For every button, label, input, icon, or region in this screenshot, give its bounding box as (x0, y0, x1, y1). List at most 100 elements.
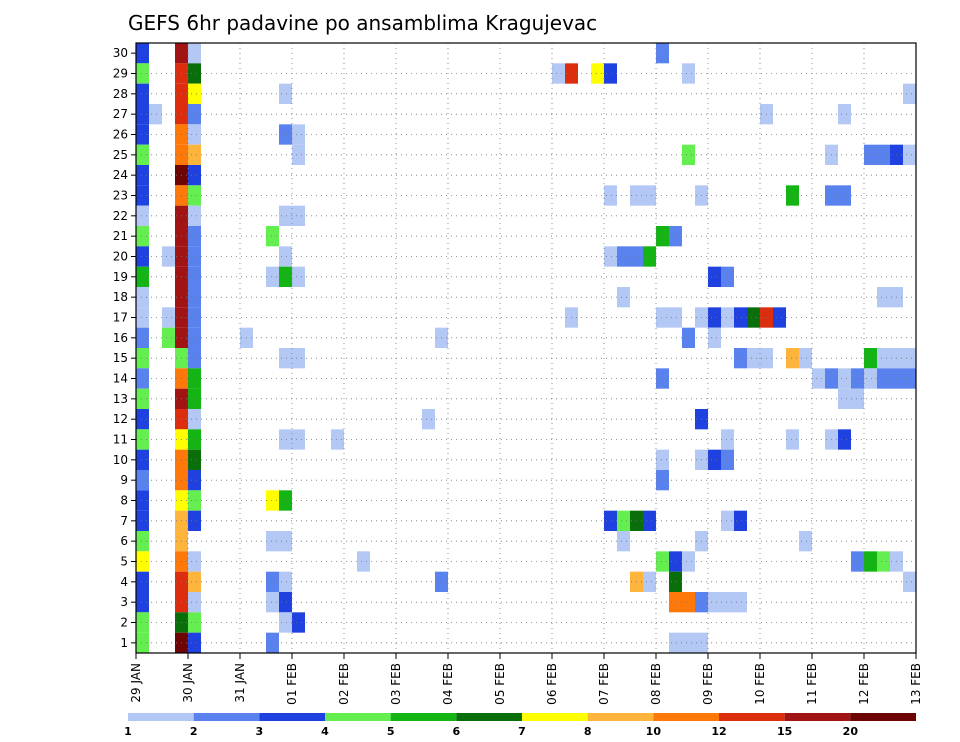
colorbar-label: 12 (711, 725, 726, 738)
heatmap-cell (188, 205, 201, 226)
heatmap-cell (604, 246, 617, 267)
heatmap-cell (864, 144, 877, 165)
colorbar-label: 2 (190, 725, 198, 738)
x-tick-label: 31 JAN (233, 663, 247, 703)
heatmap-cell (136, 205, 149, 226)
colorbar-label: 4 (321, 725, 329, 738)
heatmap-cell (266, 592, 279, 613)
heatmap-cell (136, 348, 149, 369)
y-tick-label: 3 (120, 595, 128, 609)
heatmap-cell (188, 327, 201, 348)
heatmap-cell (812, 368, 825, 389)
heatmap-cell (188, 551, 201, 572)
heatmap-cell (838, 104, 851, 125)
heatmap-cell (643, 246, 656, 267)
y-tick-label: 7 (120, 514, 128, 528)
heatmap-cell (422, 409, 435, 430)
colorbar-swatch (456, 713, 522, 721)
heatmap-cell (188, 104, 201, 125)
heatmap-cell (279, 429, 292, 450)
heatmap-cell (903, 571, 916, 592)
y-tick-label: 30 (113, 46, 128, 60)
heatmap-cell (279, 348, 292, 369)
heatmap-cell (279, 531, 292, 552)
heatmap-cell (838, 388, 851, 409)
heatmap-cell (721, 449, 734, 470)
heatmap-cell (682, 592, 695, 613)
heatmap-cell (708, 449, 721, 470)
heatmap-cell (266, 531, 279, 552)
heatmap-cell (617, 531, 630, 552)
x-tick-label: 11 FEB (805, 663, 819, 705)
heatmap-cell (136, 551, 149, 572)
colorbar-swatch (193, 713, 260, 721)
y-tick-label: 29 (113, 67, 128, 81)
colorbar-label: 15 (777, 725, 792, 738)
heatmap-cell (292, 429, 305, 450)
heatmap-cell (851, 388, 864, 409)
heatmap-cell (136, 592, 149, 613)
heatmap-cell (188, 632, 201, 653)
heatmap-cell (604, 510, 617, 531)
heatmap-cell (266, 571, 279, 592)
grid-lines (136, 43, 916, 653)
heatmap-cell (877, 144, 890, 165)
heatmap-cell (188, 124, 201, 145)
heatmap-cell (292, 144, 305, 165)
heatmap-cell (188, 388, 201, 409)
x-tick-label: 06 FEB (545, 663, 559, 705)
heatmap-cell (136, 63, 149, 84)
heatmap-cell (136, 632, 149, 653)
y-tick-label: 15 (113, 351, 128, 365)
heatmap-cell (682, 144, 695, 165)
heatmap-cell (188, 63, 201, 84)
heatmap-cell (656, 226, 669, 247)
heatmap-cell (188, 449, 201, 470)
heatmap-cell (188, 307, 201, 328)
colorbar-swatch (784, 713, 851, 721)
y-tick-label: 28 (113, 87, 128, 101)
heatmap-cell (851, 368, 864, 389)
heatmap-cell (188, 470, 201, 491)
colorbar-swatch (522, 713, 588, 721)
colorbar-swatch (653, 713, 719, 721)
y-tick-label: 6 (120, 534, 128, 548)
y-tick-label: 26 (113, 128, 128, 142)
colorbar-label: 7 (518, 725, 526, 738)
heatmap-cell (266, 632, 279, 653)
y-axis: 1234567891011121314151617181920212223242… (113, 46, 136, 650)
heatmap-cell (266, 226, 279, 247)
x-tick-label: 07 FEB (597, 663, 611, 705)
y-tick-label: 19 (113, 270, 128, 284)
heatmap-cell (188, 429, 201, 450)
y-tick-label: 27 (113, 107, 128, 121)
heatmap-cell (864, 551, 877, 572)
heatmap-cell (188, 612, 201, 633)
heatmap-cell (136, 612, 149, 633)
heatmap-cell (188, 246, 201, 267)
heatmap-cell (136, 307, 149, 328)
x-axis: 29 JAN 30 JAN 31 JAN 01 FEB 02 FEB 03 FEB 04 F… (129, 653, 923, 705)
heatmap-cell (136, 327, 149, 348)
heatmap-cell (136, 43, 149, 64)
heatmap-cell (279, 83, 292, 104)
plot-frame (135, 42, 917, 654)
heatmap-cell (682, 551, 695, 572)
x-tick-label: 09 FEB (701, 663, 715, 705)
colorbar-label: 8 (584, 725, 592, 738)
heatmap-cell (721, 510, 734, 531)
heatmap-cell (877, 287, 890, 308)
heatmap-cell (188, 368, 201, 389)
heatmap-cell (682, 632, 695, 653)
x-tick-label: 04 FEB (441, 663, 455, 705)
heatmap-cell (721, 592, 734, 613)
heatmap-cell (136, 165, 149, 186)
heatmap-cell (162, 246, 175, 267)
colorbar-label: 10 (646, 725, 662, 738)
heatmap-cell (591, 63, 604, 84)
heatmap-cell (292, 124, 305, 145)
heatmap-cell (188, 226, 201, 247)
heatmap-cell (136, 531, 149, 552)
y-tick-label: 2 (120, 616, 128, 630)
heatmap-cell (617, 287, 630, 308)
